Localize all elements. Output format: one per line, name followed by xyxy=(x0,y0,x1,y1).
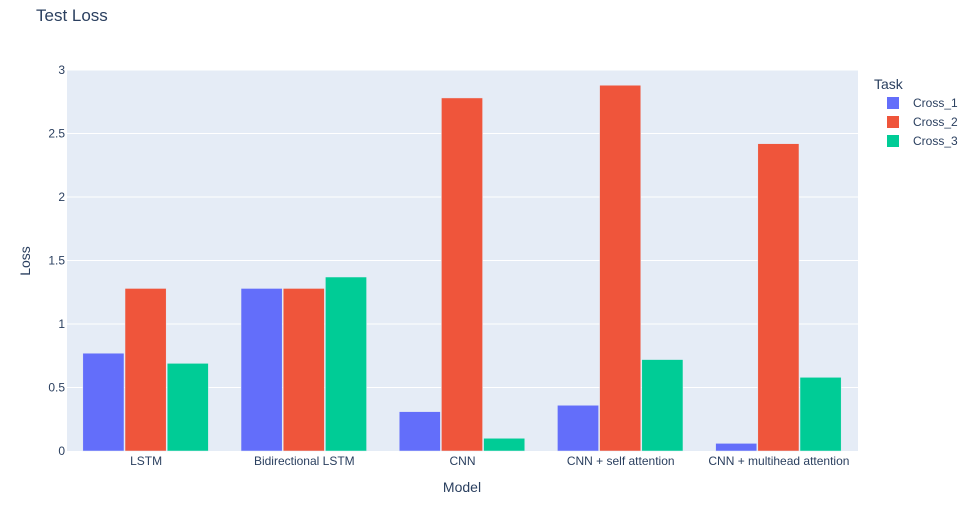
x-tick-label: Bidirectional LSTM xyxy=(254,454,355,468)
bar-cross_1-4[interactable] xyxy=(715,443,758,452)
legend-swatch-cross_2[interactable] xyxy=(887,116,899,128)
bar-cross_1-0[interactable] xyxy=(82,352,125,452)
y-tick-label: 2.5 xyxy=(48,127,65,141)
x-tick-label: CNN + self attention xyxy=(567,454,675,468)
bar-cross_2-0[interactable] xyxy=(124,288,167,452)
y-axis-ticks: 0 0.5 1 1.5 2 2.5 3 xyxy=(48,63,65,458)
bar-cross_3-4[interactable] xyxy=(799,377,842,452)
y-axis-title: Loss xyxy=(17,246,33,276)
bar-cross_1-2[interactable] xyxy=(398,411,441,452)
x-tick-label: LSTM xyxy=(130,454,162,468)
x-tick-label: CNN xyxy=(450,454,476,468)
y-tick-label: 1.5 xyxy=(48,254,65,268)
legend[interactable]: Task Cross_1 Cross_2 Cross_3 xyxy=(874,76,958,148)
bar-cross_2-2[interactable] xyxy=(441,97,483,452)
bar-cross_2-1[interactable] xyxy=(282,288,325,452)
x-tick-label: CNN + multihead attention xyxy=(708,454,849,468)
legend-swatch-cross_3[interactable] xyxy=(887,135,899,147)
legend-label-cross_2[interactable]: Cross_2 xyxy=(913,115,958,129)
legend-label-cross_1[interactable]: Cross_1 xyxy=(913,96,958,110)
y-tick-label: 2 xyxy=(58,190,65,204)
bar-cross_3-1[interactable] xyxy=(325,276,367,452)
bars[interactable] xyxy=(82,84,842,452)
legend-swatch-cross_1[interactable] xyxy=(887,97,899,109)
legend-label-cross_3[interactable]: Cross_3 xyxy=(913,134,958,148)
bar-cross_2-4[interactable] xyxy=(757,143,800,452)
y-tick-label: 1 xyxy=(58,317,65,331)
chart-title: Test Loss xyxy=(36,6,108,25)
bar-cross_1-3[interactable] xyxy=(557,405,599,452)
x-axis-ticks: LSTM Bidirectional LSTM CNN CNN + self atte… xyxy=(130,454,849,468)
bar-cross_3-0[interactable] xyxy=(166,363,209,452)
bar-cross_1-1[interactable] xyxy=(240,288,283,452)
bar-cross_2-3[interactable] xyxy=(599,84,642,452)
legend-title: Task xyxy=(874,76,904,92)
bar-cross_3-3[interactable] xyxy=(641,359,684,452)
y-tick-label: 0.5 xyxy=(48,381,65,395)
x-axis-title: Model xyxy=(443,479,481,495)
y-tick-label: 0 xyxy=(58,444,65,458)
y-tick-label: 3 xyxy=(58,63,65,77)
legend-items[interactable]: Cross_1 Cross_2 Cross_3 xyxy=(887,96,958,148)
bar-cross_3-2[interactable] xyxy=(483,438,526,452)
